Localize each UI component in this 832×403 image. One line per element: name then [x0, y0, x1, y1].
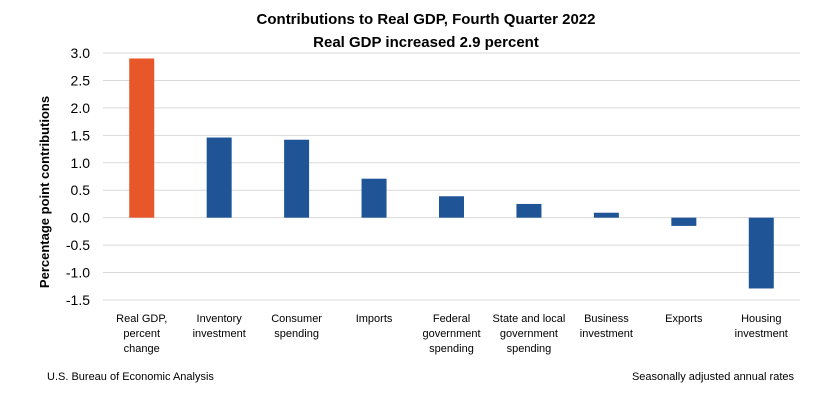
y-tick-label: -1.5	[66, 292, 90, 308]
x-tick-label: Exports	[665, 313, 703, 325]
x-tick-label: Business investment	[580, 313, 633, 340]
bar	[671, 217, 697, 226]
rates-note: Seasonally adjusted annual rates	[631, 371, 794, 383]
x-tick-label: Federal government spending	[422, 313, 480, 355]
bar	[593, 212, 619, 218]
x-axis-labels: Real GDP, percent change Inventory investmen…	[116, 313, 788, 355]
y-axis-ticks: -1.5 -1.0 -0.5 0.0 0.5 1.0 1.5 2.0 2.5 3.0	[66, 45, 90, 308]
x-tick-label: Consumer spending	[271, 313, 322, 340]
y-tick-label: 1.5	[71, 127, 91, 143]
y-tick-label: 3.0	[71, 45, 91, 61]
x-tick-label: Housing investment	[735, 313, 788, 340]
y-tick-label: 1.0	[71, 155, 91, 171]
y-tick-label: -0.5	[66, 237, 90, 253]
bar	[129, 58, 155, 218]
bar	[361, 178, 387, 218]
y-tick-label: 2.5	[71, 72, 91, 88]
chart-title: Contributions to Real GDP, Fourth Quarte…	[257, 11, 596, 28]
bars	[129, 58, 774, 289]
bar	[516, 203, 542, 218]
source-note: U.S. Bureau of Economic Analysis	[47, 371, 214, 383]
y-tick-label: 0.5	[71, 182, 91, 198]
y-tick-label: 2.0	[71, 100, 91, 116]
x-tick-label: Inventory investment	[193, 313, 246, 340]
bar	[206, 137, 232, 218]
y-axis-label: Percentage point contributions	[37, 96, 52, 288]
x-tick-label: Real GDP, percent change	[116, 313, 167, 355]
y-tick-label: 0.0	[71, 210, 91, 226]
x-tick-label: State and local government spending	[493, 313, 566, 355]
bar	[284, 139, 310, 218]
bar	[439, 196, 464, 218]
chart-subtitle: Real GDP increased 2.9 percent	[313, 34, 539, 51]
bar	[748, 217, 774, 289]
y-tick-label: -1.0	[66, 265, 90, 281]
x-tick-label: Imports	[356, 313, 393, 325]
